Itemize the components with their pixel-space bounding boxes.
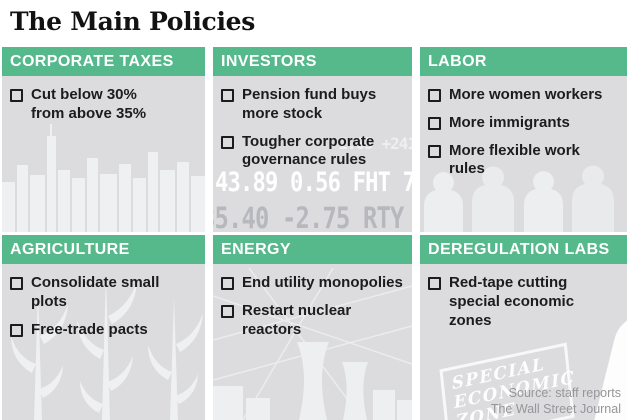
checkbox-bullet-icon — [10, 89, 23, 102]
policy-item-text: Red-tape cutting special economic zones — [449, 274, 575, 329]
checkbox-bullet-icon — [428, 144, 441, 158]
section-header-energy: ENERGY — [213, 235, 412, 264]
checkbox-bullet-icon — [428, 277, 441, 290]
policy-item: More immigrants — [428, 114, 623, 133]
stock-ticker-line1: 43.89 0.56 FHT 789 — [215, 167, 412, 198]
policy-item-text: Pension fund buys more stock — [242, 86, 377, 122]
section-agriculture: AGRICULTURE — [2, 235, 205, 420]
policy-item: Red-tape cutting special economic zones — [428, 274, 623, 330]
section-header-investors: INVESTORS — [213, 47, 412, 76]
section-corporate-taxes: CORPORATE TAXES Cut below 30% from above… — [2, 47, 205, 232]
section-body-deregulation-labs: SPECIAL ECONOMIC ZONE Red-tape cutting s… — [420, 264, 627, 420]
policy-item-text: More flexible work rules — [449, 141, 580, 178]
stock-ticker-line2: 35.40 -2.75 RTY 9.88 — [213, 201, 412, 232]
policy-item: More women workers — [428, 86, 623, 105]
checkbox-bullet-icon — [221, 277, 234, 290]
policy-item-text: Consolidate small plots — [31, 274, 160, 310]
policy-item: End utility monopolies — [221, 274, 408, 293]
policy-item-text: Restart nuclear reactors — [242, 301, 352, 338]
section-body-agriculture: Consolidate small plots Free-trade pacts — [2, 264, 205, 420]
policy-item: Restart nuclear reactors — [221, 302, 408, 340]
checkbox-bullet-icon — [221, 135, 234, 149]
policy-item: Consolidate small plots — [10, 274, 201, 312]
section-header-deregulation-labs: DEREGULATION LABS — [420, 235, 627, 264]
checkbox-bullet-icon — [428, 116, 441, 130]
section-body-investors: 1.05 +241 43.89 0.56 FHT 789 35.40 -2.75… — [213, 76, 412, 232]
policy-item: More flexible work rules — [428, 142, 623, 180]
policy-item-text: Tougher corporate governance rules — [242, 132, 375, 169]
section-header-labor: LABOR — [420, 47, 627, 76]
section-body-corporate-taxes: Cut below 30% from above 35% — [2, 76, 205, 232]
policy-item-text: End utility monopolies — [242, 274, 403, 291]
section-deregulation-labs: DEREGULATION LABS SPECIAL ECONOMIC ZONE … — [420, 235, 627, 420]
policy-item-text: Cut below 30% from above 35% — [31, 86, 147, 122]
page-title: The Main Policies — [10, 7, 256, 36]
policy-item: Free-trade pacts — [10, 321, 201, 340]
title-bar: The Main Policies — [0, 0, 629, 47]
section-header-corporate-taxes: CORPORATE TAXES — [2, 47, 205, 76]
policy-item: Pension fund buys more stock — [221, 86, 408, 124]
section-investors: INVESTORS 1.05 +241 43.89 0.56 FHT 789 3… — [213, 47, 412, 232]
policy-item-text: More immigrants — [449, 113, 570, 131]
source-line: The Wall Street Journal — [490, 401, 621, 416]
section-body-labor: More women workers More immigrants More … — [420, 76, 627, 232]
checkbox-bullet-icon — [10, 277, 23, 290]
source-line: Source: staff reports — [508, 385, 621, 400]
city-skyline-silhouette — [2, 124, 205, 232]
checkbox-bullet-icon — [221, 89, 234, 102]
section-header-agriculture: AGRICULTURE — [2, 235, 205, 264]
checkbox-bullet-icon — [10, 323, 23, 337]
policy-item: Cut below 30% from above 35% — [10, 86, 201, 124]
policy-item-text: Free-trade pacts — [31, 320, 148, 338]
policy-grid: CORPORATE TAXES Cut below 30% from above… — [2, 47, 627, 420]
source-credit: Source: staff reports The Wall Street Jo… — [491, 385, 621, 418]
policy-item: Tougher corporate governance rules — [221, 133, 408, 171]
policy-item-text: More women workers — [449, 86, 603, 103]
section-energy: ENERGY End utility mon — [213, 235, 412, 420]
section-body-energy: End utility monopolies Restart nuclear r… — [213, 264, 412, 420]
checkbox-bullet-icon — [428, 89, 441, 102]
section-labor: LABOR More women workers More immigrants — [420, 47, 627, 232]
checkbox-bullet-icon — [221, 304, 234, 318]
